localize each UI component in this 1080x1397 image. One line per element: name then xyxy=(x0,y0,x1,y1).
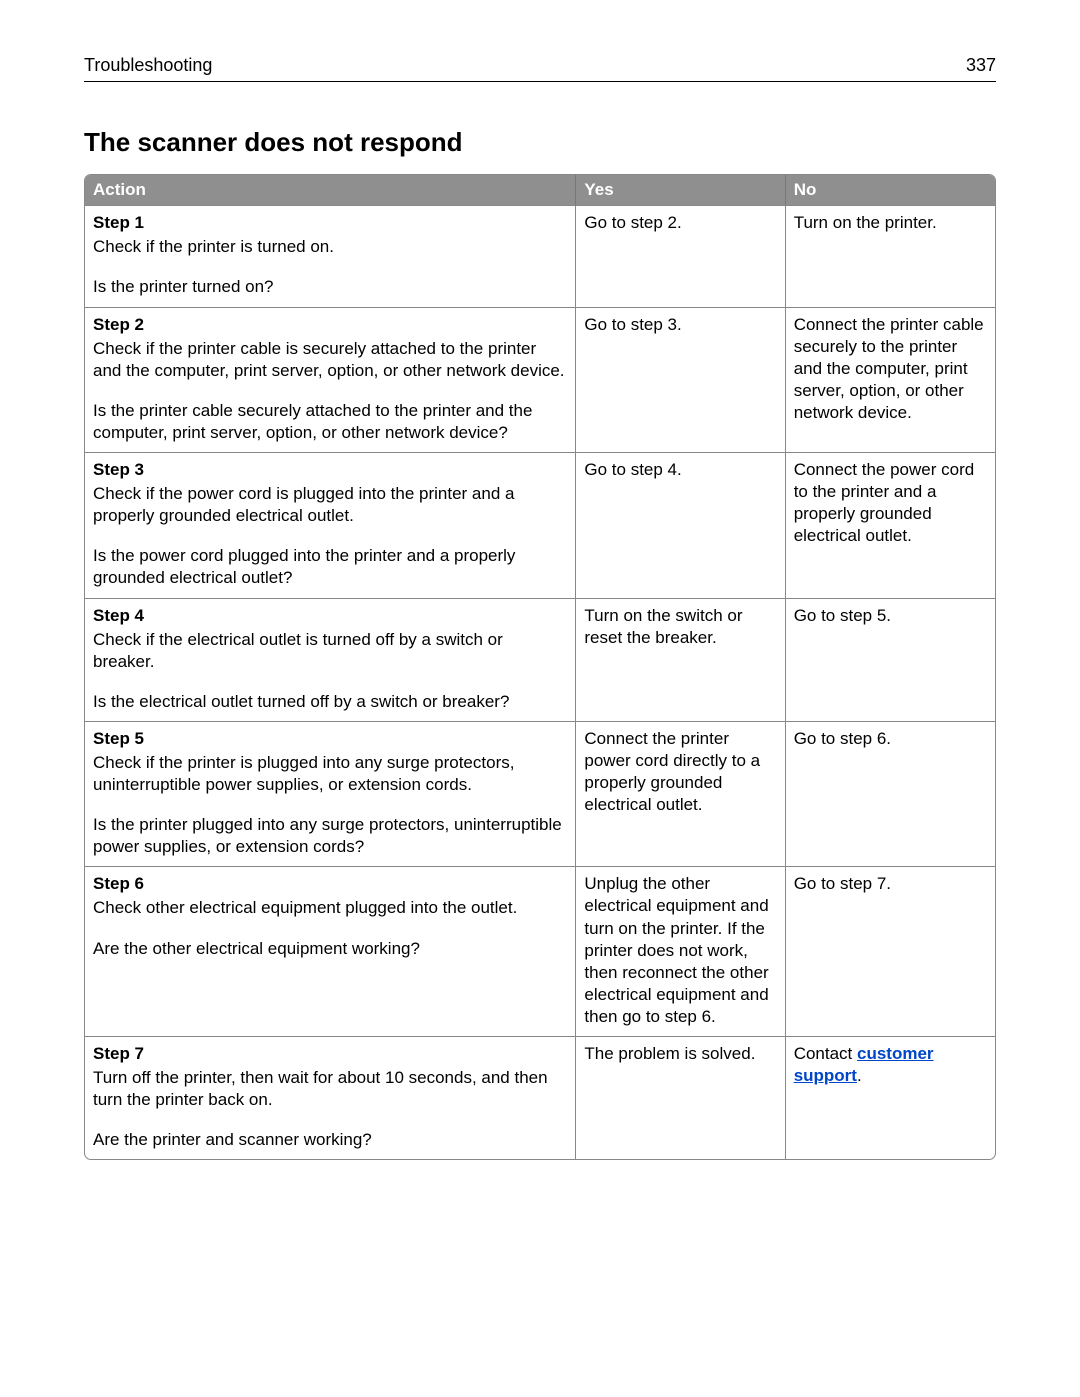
step-body: Check if the electrical outlet is turned… xyxy=(93,629,567,673)
step-body: Check if the printer is turned on. xyxy=(93,236,567,258)
cell-yes: Turn on the switch or reset the breaker. xyxy=(576,598,785,721)
running-header: Troubleshooting 337 xyxy=(84,54,996,82)
cell-action: Step 6Check other electrical equipment p… xyxy=(85,866,576,1036)
step-body: Check if the printer is plugged into any… xyxy=(93,752,567,796)
col-header-yes: Yes xyxy=(576,175,785,205)
table-row: Step 2Check if the printer cable is secu… xyxy=(85,307,995,452)
cell-yes: Go to step 2. xyxy=(576,205,785,306)
cell-yes: The problem is solved. xyxy=(576,1036,785,1159)
page-title: The scanner does not respond xyxy=(84,126,996,160)
cell-action: Step 4Check if the electrical outlet is … xyxy=(85,598,576,721)
step-body: Check if the printer cable is securely a… xyxy=(93,338,567,382)
cell-no: Connect the printer cable securely to th… xyxy=(786,307,995,452)
step-label: Step 5 xyxy=(93,728,567,750)
step-question: Is the printer plugged into any surge pr… xyxy=(93,814,567,858)
table-body: Step 1Check if the printer is turned on.… xyxy=(85,205,995,1159)
col-header-no: No xyxy=(786,175,995,205)
cell-yes: Go to step 4. xyxy=(576,452,785,597)
table-header-row: Action Yes No xyxy=(85,175,995,205)
cell-no: Go to step 5. xyxy=(786,598,995,721)
step-label: Step 2 xyxy=(93,314,567,336)
cell-no: Go to step 7. xyxy=(786,866,995,1036)
table-row: Step 4Check if the electrical outlet is … xyxy=(85,598,995,721)
step-body: Check if the power cord is plugged into … xyxy=(93,483,567,527)
cell-action: Step 2Check if the printer cable is secu… xyxy=(85,307,576,452)
table-row: Step 3Check if the power cord is plugged… xyxy=(85,452,995,597)
page: Troubleshooting 337 The scanner does not… xyxy=(0,0,1080,1200)
table-row: Step 1Check if the printer is turned on.… xyxy=(85,205,995,306)
step-label: Step 4 xyxy=(93,605,567,627)
cell-action: Step 1Check if the printer is turned on.… xyxy=(85,205,576,306)
cell-yes: Connect the printer power cord directly … xyxy=(576,721,785,866)
running-header-page: 337 xyxy=(966,54,996,77)
cell-no: Connect the power cord to the printer an… xyxy=(786,452,995,597)
step-question: Are the other electrical equipment worki… xyxy=(93,938,567,960)
step-question: Is the printer cable securely attached t… xyxy=(93,400,567,444)
step-label: Step 1 xyxy=(93,212,567,234)
cell-yes: Go to step 3. xyxy=(576,307,785,452)
step-label: Step 7 xyxy=(93,1043,567,1065)
step-question: Are the printer and scanner working? xyxy=(93,1129,567,1151)
step-label: Step 6 xyxy=(93,873,567,895)
step-body: Check other electrical equipment plugged… xyxy=(93,897,567,919)
cell-no: Turn on the printer. xyxy=(786,205,995,306)
col-header-action: Action xyxy=(85,175,576,205)
cell-no: Contact customer support. xyxy=(786,1036,995,1159)
step-body: Turn off the printer, then wait for abou… xyxy=(93,1067,567,1111)
step-question: Is the power cord plugged into the print… xyxy=(93,545,567,589)
table-row: Step 7Turn off the printer, then wait fo… xyxy=(85,1036,995,1159)
step-question: Is the electrical outlet turned off by a… xyxy=(93,691,567,713)
running-header-section: Troubleshooting xyxy=(84,54,212,77)
step-label: Step 3 xyxy=(93,459,567,481)
cell-no: Go to step 6. xyxy=(786,721,995,866)
cell-yes: Unplug the other electrical equipment an… xyxy=(576,866,785,1036)
cell-action: Step 7Turn off the printer, then wait fo… xyxy=(85,1036,576,1159)
troubleshoot-table: Action Yes No Step 1Check if the printer… xyxy=(84,174,996,1160)
step-question: Is the printer turned on? xyxy=(93,276,567,298)
table-row: Step 5Check if the printer is plugged in… xyxy=(85,721,995,866)
cell-action: Step 5Check if the printer is plugged in… xyxy=(85,721,576,866)
table-row: Step 6Check other electrical equipment p… xyxy=(85,866,995,1036)
cell-action: Step 3Check if the power cord is plugged… xyxy=(85,452,576,597)
no-text-suffix: . xyxy=(857,1066,862,1085)
no-text-prefix: Contact xyxy=(794,1044,857,1063)
